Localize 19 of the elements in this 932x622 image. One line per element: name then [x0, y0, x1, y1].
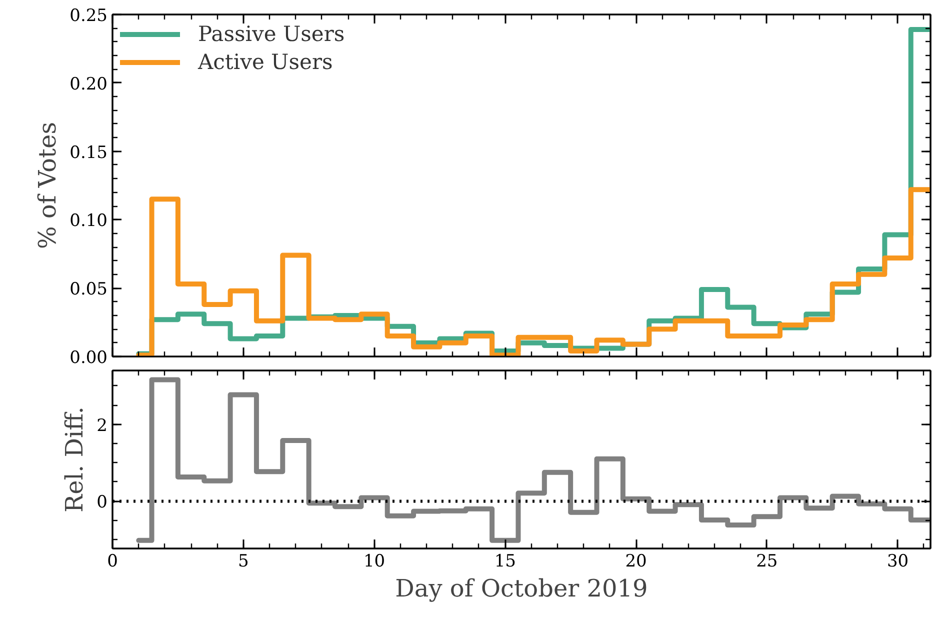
y-tick-label: 0.25 — [70, 6, 108, 26]
x-tick-label: 15 — [494, 552, 516, 572]
y-tick-label: 0.05 — [70, 280, 108, 300]
legend-label: Active Users — [198, 50, 333, 74]
y-tick-label: 0.15 — [70, 142, 108, 163]
y-tick-label: 2 — [96, 416, 108, 436]
y-tick-label: 0.20 — [70, 74, 108, 94]
y-tick-label: 0.10 — [70, 211, 108, 232]
x-tick-label: 30 — [886, 552, 909, 572]
y-tick-label: 0.00 — [70, 348, 108, 368]
x-tick-label: 10 — [363, 552, 386, 572]
x-tick-label: 20 — [625, 552, 647, 572]
legend-label: Passive Users — [198, 22, 345, 46]
y-axis-title: % of Votes — [34, 122, 62, 250]
x-axis-title: Day of October 2019 — [395, 574, 648, 602]
x-tick-label: 25 — [756, 552, 778, 572]
y-tick-label: 0 — [96, 492, 108, 513]
x-tick-label: 5 — [238, 552, 249, 572]
y-axis-title: Rel. Diff. — [60, 406, 89, 512]
